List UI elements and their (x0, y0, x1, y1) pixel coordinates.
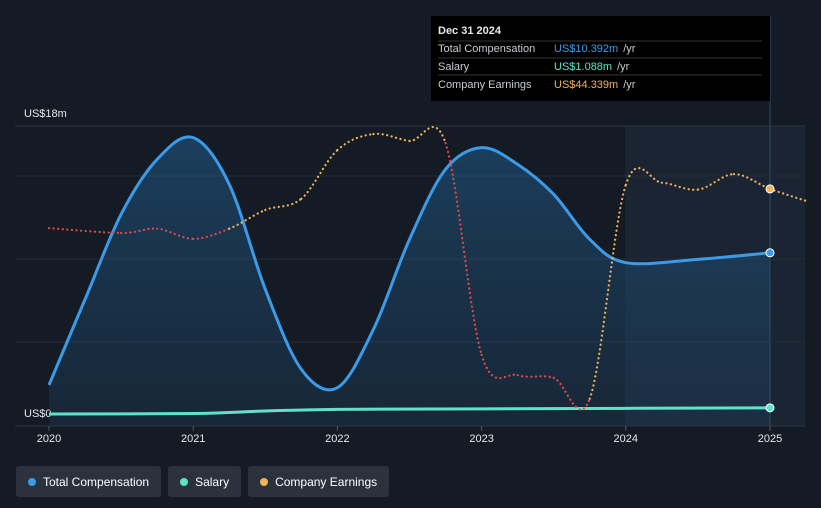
earnings-segment (480, 353, 519, 380)
line (48, 406, 771, 416)
earnings-segment (624, 167, 663, 186)
earnings-segment (47, 227, 123, 235)
legend-item[interactable]: Total Compensation (16, 466, 162, 497)
earnings-segment (372, 132, 411, 143)
earnings-segment (552, 376, 591, 411)
x-tick-label: 2024 (614, 433, 638, 445)
legend-item[interactable]: Salary (168, 466, 242, 497)
x-tick-label: 2020 (37, 433, 61, 445)
earnings-segment (444, 142, 483, 356)
earnings-segment (264, 197, 303, 212)
tooltip-unit: /yr (623, 43, 636, 55)
earnings-segment (228, 208, 267, 230)
legend-dot (180, 477, 189, 486)
x-tick-label: 2025 (758, 433, 782, 445)
legend-dot (28, 477, 36, 486)
tooltip-value: US$10.392m (554, 43, 618, 55)
x-tick-label: 2023 (469, 433, 493, 445)
earnings-segment (156, 227, 195, 240)
tooltip-unit: /yr (623, 79, 636, 91)
x-tick-label: 2021 (181, 433, 205, 445)
earnings-segment (696, 173, 736, 191)
earnings-segment (120, 227, 159, 235)
tooltip-label: Total Compensation (438, 43, 535, 55)
legend-dot (260, 477, 269, 486)
y-tick-label: US$0 (24, 408, 52, 420)
end-dot (765, 403, 775, 413)
earnings-segment (192, 227, 231, 240)
y-tick-label: US$18m (24, 108, 67, 120)
legend-label: Company Earnings (275, 474, 378, 489)
earnings-segment (300, 148, 339, 200)
earnings-segment (408, 126, 447, 145)
earnings-segment (336, 132, 375, 152)
tooltip-value: US$1.088m (554, 61, 612, 73)
end-dot (765, 184, 775, 194)
x-tick-label: 2022 (325, 433, 349, 445)
tooltip: Dec 31 2024 Total Compensation US$10.392m… (431, 16, 770, 101)
area (49, 136, 770, 426)
tooltip-label: Company Earnings (438, 79, 532, 91)
tooltip-label: Salary (438, 61, 470, 73)
legend-label: Total Compensation (43, 474, 150, 489)
tooltip-unit: /yr (617, 61, 630, 73)
earnings-segment (588, 183, 627, 400)
earnings-segment (660, 181, 699, 191)
earnings-segment (516, 374, 555, 379)
legend: Total Compensation Salary Company Earnings (16, 466, 390, 497)
chart: US$0 US$18m 2020 2021 2022 2023 2024 2025 Dec 3… (15, 16, 808, 445)
tooltip-date: Dec 31 2024 (438, 25, 502, 37)
tooltip-value: US$44.339m (554, 79, 618, 91)
line (47, 135, 771, 392)
legend-label: Salary (195, 474, 230, 489)
legend-item[interactable]: Company Earnings (248, 466, 390, 497)
end-dot (765, 248, 775, 258)
